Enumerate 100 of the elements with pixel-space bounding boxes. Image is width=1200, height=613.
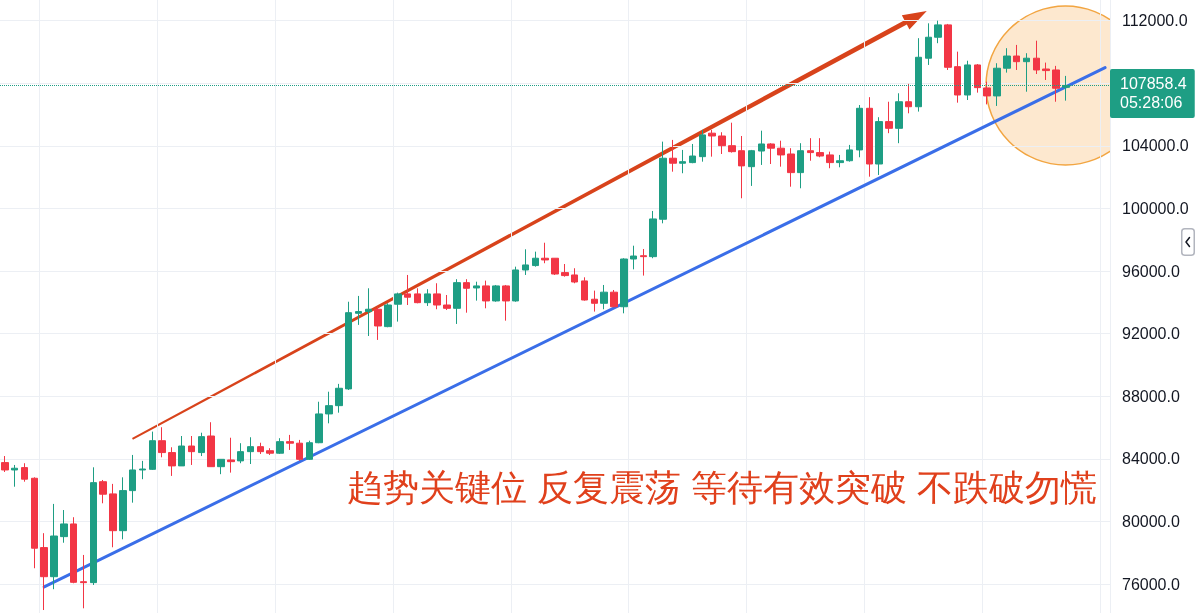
- candlestick: [70, 516, 77, 584]
- candlestick: [60, 509, 68, 544]
- candlestick: [443, 294, 451, 311]
- candlestick: [758, 130, 765, 166]
- candlestick: [1033, 40, 1040, 75]
- candlestick: [1, 455, 9, 473]
- candlestick: [679, 149, 686, 174]
- candlestick: [934, 20, 942, 44]
- candlestick: [473, 281, 480, 302]
- y-tick-label: 84000.0: [1122, 450, 1180, 468]
- candlestick: [158, 426, 166, 458]
- candlestick: [11, 464, 18, 488]
- candlestick: [492, 284, 500, 303]
- candlestick: [826, 151, 834, 169]
- candlestick: [925, 22, 932, 66]
- y-tick-label: 88000.0: [1122, 387, 1180, 405]
- candlestick: [149, 431, 156, 471]
- candlestick: [31, 476, 38, 569]
- candlestick: [551, 257, 559, 276]
- candlestick: [659, 141, 667, 224]
- candlestick: [315, 401, 323, 444]
- candlestick: [286, 434, 294, 451]
- candlestick: [866, 96, 873, 178]
- candlestick: [424, 288, 431, 307]
- candlestick: [129, 454, 136, 504]
- candlestick: [90, 466, 97, 586]
- candlestick: [119, 476, 127, 540]
- candlestick: [954, 51, 961, 104]
- candlestick: [365, 287, 372, 337]
- candlestick: [40, 532, 48, 611]
- candlestick: [414, 287, 421, 304]
- candlestick: [345, 301, 352, 391]
- candlestick: [787, 147, 795, 188]
- candlestick: [139, 460, 146, 480]
- candlestick: [522, 248, 529, 276]
- candlestick: [99, 479, 107, 504]
- ref-line-label: 107858.4 05:28:06: [1120, 75, 1187, 112]
- candlestick: [875, 116, 883, 176]
- candlestick: [266, 447, 274, 456]
- candlestick: [296, 439, 303, 462]
- candlestick: [257, 442, 264, 455]
- y-tick-label: 80000.0: [1122, 512, 1180, 530]
- candlestick: [777, 140, 785, 168]
- candlestick: [640, 248, 647, 277]
- candlestick: [178, 435, 185, 467]
- candlestick: [983, 81, 991, 105]
- candlestick: [807, 137, 814, 162]
- candlestick: [237, 442, 244, 464]
- candlestick: [482, 280, 490, 309]
- candlestick: [718, 131, 726, 155]
- candlestick: [227, 437, 235, 474]
- candlestick: [80, 554, 87, 609]
- candlestick: [689, 143, 696, 164]
- candlestick: [1052, 65, 1060, 103]
- candlestick: [502, 284, 510, 322]
- candlestick: [1042, 62, 1050, 81]
- candlestick: [630, 245, 637, 270]
- candlestick: [207, 421, 215, 468]
- candlestick: [453, 278, 461, 325]
- candlestick: [541, 242, 549, 264]
- candlestick: [168, 446, 176, 477]
- y-tick-label: 96000.0: [1122, 262, 1180, 280]
- candlestick: [561, 263, 569, 278]
- candlestick: [591, 290, 598, 313]
- candlestick: [512, 266, 519, 303]
- y-tick-label: 104000.0: [1122, 137, 1189, 155]
- candlestick: [738, 135, 745, 199]
- candlestick: [905, 83, 912, 114]
- candlestick: [571, 267, 578, 284]
- y-tick-label: 100000.0: [1122, 199, 1189, 217]
- candlestick: [748, 149, 755, 187]
- candlestick: [669, 139, 677, 173]
- candlestick: [394, 292, 402, 323]
- candlestick: [1013, 44, 1020, 71]
- candlestick: [404, 274, 411, 306]
- candlestick: [188, 435, 195, 466]
- annotation: 趋势关键位 反复震荡 等待有效突破 不跌破勿慌: [346, 466, 1098, 508]
- y-tick-label: 112000.0: [1122, 12, 1188, 30]
- candlestick: [856, 104, 863, 158]
- candlestick: [325, 391, 333, 424]
- candlestick: [610, 289, 618, 308]
- candlestick: [1003, 47, 1011, 74]
- candlestick: [895, 92, 903, 144]
- candlestick: [217, 458, 225, 475]
- candlestick: [247, 436, 254, 465]
- candlestick: [335, 383, 343, 414]
- y-tick-label: 76000.0: [1122, 575, 1180, 593]
- candlestick: [532, 251, 539, 268]
- candlestick: [21, 462, 28, 483]
- candlestick: [581, 276, 588, 302]
- candlestick: [355, 295, 362, 326]
- candlestick: [699, 129, 706, 163]
- candlestick: [600, 284, 608, 310]
- candlestick: [50, 503, 58, 590]
- candlestick: [974, 63, 981, 94]
- candlestick: [109, 483, 117, 548]
- y-tick-label: 92000.0: [1122, 325, 1180, 343]
- candlestick: [797, 142, 804, 189]
- candlestick: [708, 129, 716, 158]
- candlestick: [816, 137, 824, 158]
